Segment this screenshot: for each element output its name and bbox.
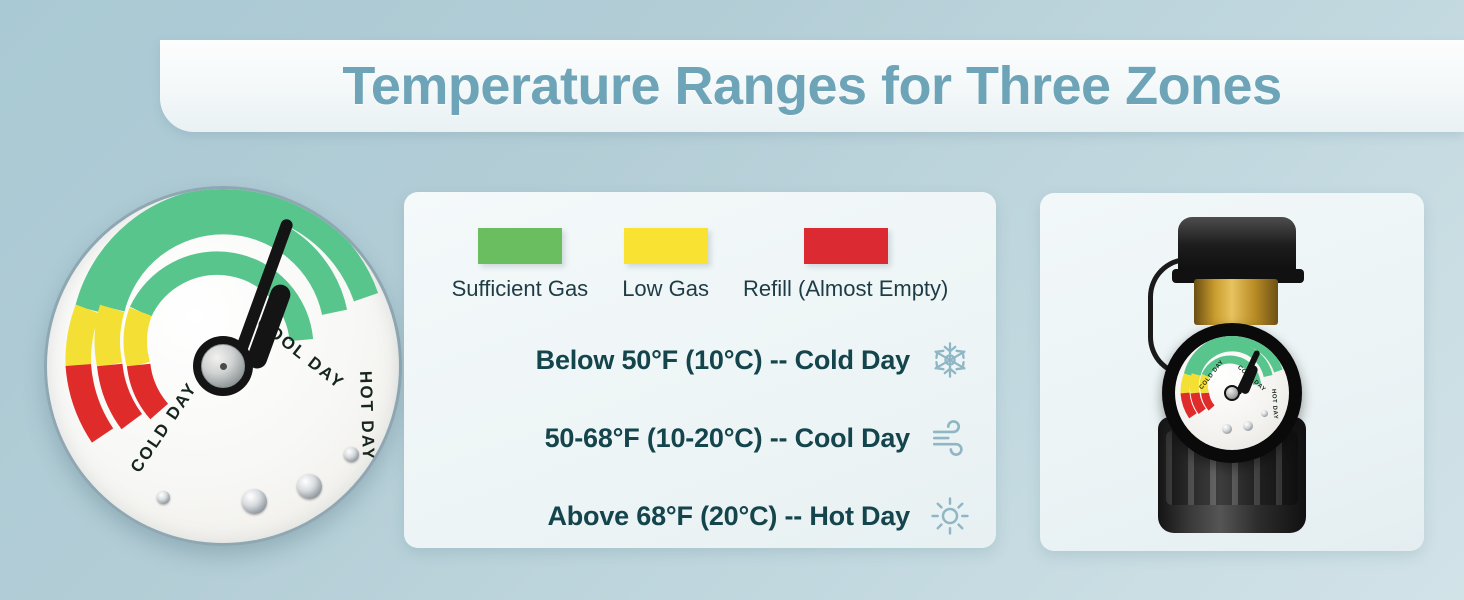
black-cap: [1178, 217, 1296, 279]
range-list: Below 50°F (10°C) -- Cold Day: [404, 338, 996, 538]
product-card: COLD DAY COOL DAY HOT DAY: [1040, 193, 1424, 551]
product-gauge-arcs: [1180, 336, 1283, 419]
gauge-face: COLD DAY COOL DAY HOT DAY: [44, 186, 402, 546]
snowflake-icon: [928, 338, 972, 382]
gauge-rivet-small-right: [344, 447, 359, 462]
product-needle-hub: [1224, 385, 1240, 401]
propane-tank-gauge-product: COLD DAY COOL DAY HOT DAY: [1132, 217, 1332, 533]
product-rivet-right: [1261, 410, 1268, 417]
range-text-cool: 50-68°F (10-20°C) -- Cool Day: [544, 422, 911, 453]
legend-label-low: Low Gas: [622, 276, 710, 301]
red-swatch: [803, 228, 888, 264]
wind-icon: [928, 416, 972, 460]
legend-item-sufficient: Sufficient Gas: [451, 228, 589, 302]
brass-body: [1194, 279, 1278, 325]
sun-icon: [928, 494, 972, 538]
gauge-illustration: COLD DAY COOL DAY HOT DAY: [44, 186, 402, 546]
gauge-rivet-large-right: [297, 474, 322, 499]
legend-item-low: Low Gas: [622, 228, 709, 302]
product-gauge-face: COLD DAY COOL DAY HOT DAY: [1175, 336, 1289, 450]
green-swatch: [477, 228, 562, 264]
range-row-hot: Above 68°F (20°C) -- Hot Day: [404, 494, 996, 538]
gauge-rivet-large-center: [242, 489, 267, 514]
yellow-swatch: [623, 228, 708, 264]
range-text-cold: Below 50°F (10°C) -- Cold Day: [535, 344, 911, 375]
product-rivet-mid: [1243, 421, 1253, 431]
legend-label-sufficient: Sufficient Gas: [451, 276, 589, 301]
product-rivet-left: [1222, 424, 1232, 434]
page-title: Temperature Ranges for Three Zones: [342, 56, 1282, 116]
gauge-rivet-small-left: [157, 491, 170, 504]
info-card: Sufficient Gas Low Gas Refill (Almost Em…: [404, 192, 996, 548]
range-text-hot: Above 68°F (20°C) -- Hot Day: [547, 500, 910, 531]
gauge-needle-cap: [201, 344, 245, 388]
gauge-dial-label-hot: HOT DAY: [356, 370, 379, 462]
gauge-arcs: [65, 189, 379, 443]
legend-label-refill: Refill (Almost Empty): [743, 276, 949, 301]
range-row-cool: 50-68°F (10-20°C) -- Cool Day: [404, 416, 996, 460]
legend: Sufficient Gas Low Gas Refill (Almost Em…: [404, 228, 996, 302]
title-bar: Temperature Ranges for Three Zones: [160, 40, 1464, 132]
product-gauge-bezel: COLD DAY COOL DAY HOT DAY: [1162, 323, 1302, 463]
range-row-cold: Below 50°F (10°C) -- Cold Day: [404, 338, 996, 382]
legend-item-refill: Refill (Almost Empty): [743, 228, 948, 302]
